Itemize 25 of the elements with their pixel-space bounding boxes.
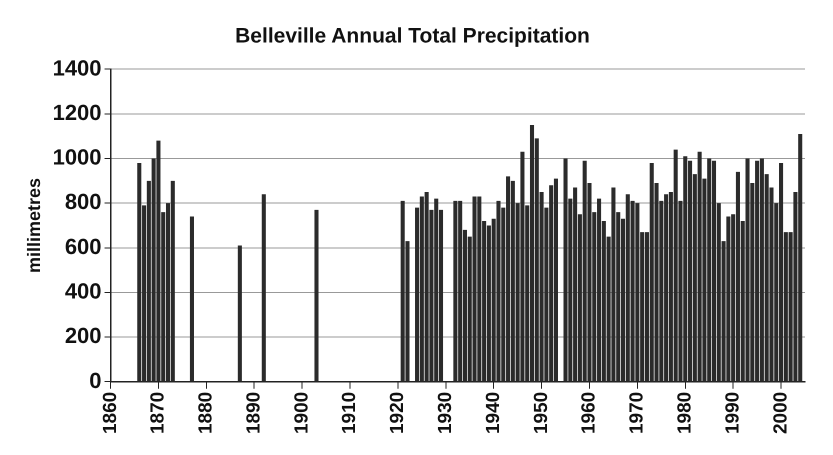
x-tick-label: 1910 (339, 392, 360, 434)
x-tick-label: 1860 (100, 392, 121, 434)
x-tick-label: 1920 (387, 392, 408, 434)
x-tick-label: 1900 (291, 392, 312, 434)
chart-title: Belleville Annual Total Precipitation (235, 24, 590, 48)
x-tick-label: 1980 (674, 392, 696, 434)
y-tick-label: 200 (64, 323, 102, 348)
y-tick-label: 800 (64, 189, 102, 214)
x-tick-label: 1940 (482, 392, 504, 434)
x-tick-label: 1930 (435, 392, 456, 434)
y-tick-label: 600 (64, 234, 102, 259)
x-tick-label: 1990 (722, 392, 744, 434)
y-tick-label: 1400 (52, 55, 102, 80)
y-tick-label: 400 (64, 278, 102, 304)
y-tick-label: 0 (89, 368, 102, 393)
y-axis-title: millimetres (24, 178, 44, 273)
y-tick-label: 1000 (52, 144, 102, 170)
x-tick-label: 1950 (530, 392, 552, 434)
y-tick-label: 1200 (52, 100, 102, 125)
x-tick-label: 1960 (578, 392, 600, 434)
x-tick-label: 1870 (148, 392, 169, 434)
x-tick-label: 1890 (243, 392, 264, 434)
x-tick-label: 2000 (770, 392, 792, 434)
x-tick-label: 1970 (626, 392, 648, 434)
x-tick-label: 1880 (196, 392, 217, 434)
